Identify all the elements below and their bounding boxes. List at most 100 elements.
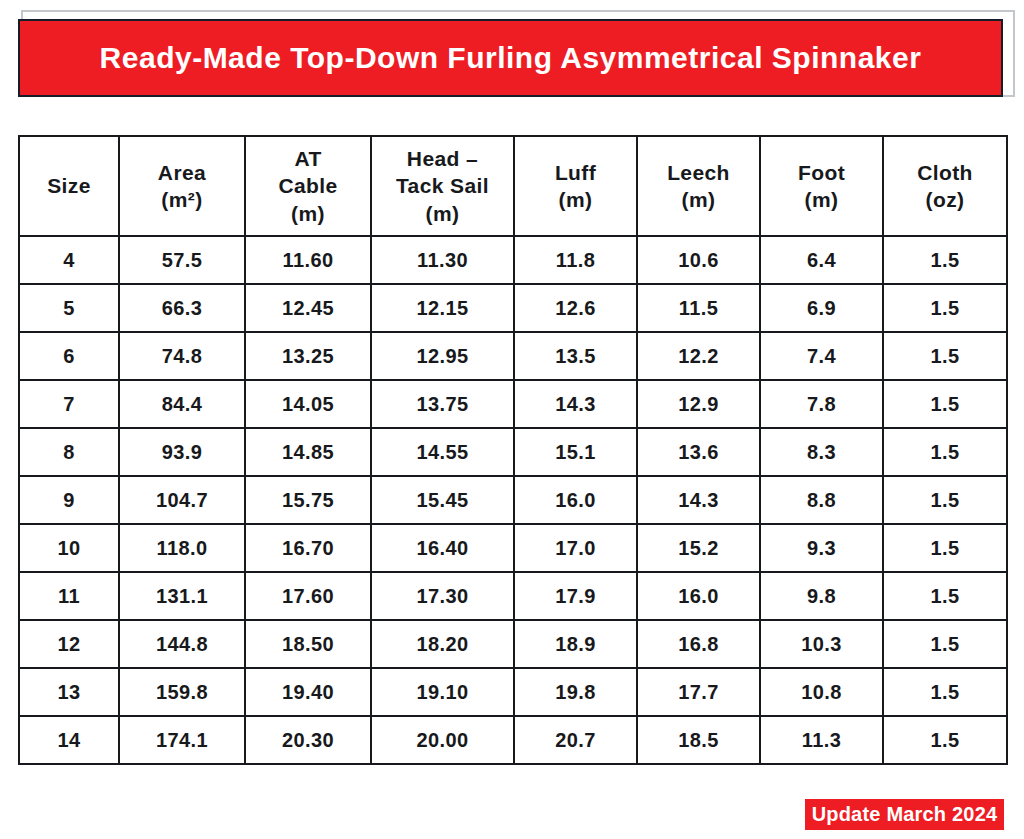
table-row: 11131.117.6017.3017.916.09.81.5 bbox=[19, 572, 1007, 620]
value-cell: 1.5 bbox=[883, 668, 1007, 716]
table-row: 14174.120.3020.0020.718.511.31.5 bbox=[19, 716, 1007, 764]
size-cell: 14 bbox=[19, 716, 119, 764]
value-cell: 1.5 bbox=[883, 284, 1007, 332]
size-cell: 5 bbox=[19, 284, 119, 332]
value-cell: 159.8 bbox=[119, 668, 245, 716]
size-cell: 7 bbox=[19, 380, 119, 428]
value-cell: 74.8 bbox=[119, 332, 245, 380]
value-cell: 16.0 bbox=[514, 476, 637, 524]
size-cell: 6 bbox=[19, 332, 119, 380]
value-cell: 12.6 bbox=[514, 284, 637, 332]
column-header: Head – Tack Sail (m) bbox=[371, 136, 514, 236]
table-row: 566.312.4512.1512.611.56.91.5 bbox=[19, 284, 1007, 332]
value-cell: 14.55 bbox=[371, 428, 514, 476]
size-cell: 8 bbox=[19, 428, 119, 476]
value-cell: 1.5 bbox=[883, 428, 1007, 476]
value-cell: 57.5 bbox=[119, 236, 245, 284]
value-cell: 11.3 bbox=[760, 716, 883, 764]
value-cell: 17.60 bbox=[245, 572, 371, 620]
value-cell: 15.2 bbox=[637, 524, 760, 572]
value-cell: 66.3 bbox=[119, 284, 245, 332]
spinnaker-size-table: SizeArea (m²)AT Cable (m)Head – Tack Sai… bbox=[18, 135, 1008, 765]
value-cell: 16.0 bbox=[637, 572, 760, 620]
value-cell: 1.5 bbox=[883, 716, 1007, 764]
value-cell: 12.45 bbox=[245, 284, 371, 332]
value-cell: 131.1 bbox=[119, 572, 245, 620]
column-header: Cloth (oz) bbox=[883, 136, 1007, 236]
table-row: 674.813.2512.9513.512.27.41.5 bbox=[19, 332, 1007, 380]
value-cell: 18.5 bbox=[637, 716, 760, 764]
table-row: 10118.016.7016.4017.015.29.31.5 bbox=[19, 524, 1007, 572]
value-cell: 17.0 bbox=[514, 524, 637, 572]
value-cell: 11.8 bbox=[514, 236, 637, 284]
table-row: 12144.818.5018.2018.916.810.31.5 bbox=[19, 620, 1007, 668]
value-cell: 16.8 bbox=[637, 620, 760, 668]
value-cell: 1.5 bbox=[883, 236, 1007, 284]
update-badge: Update March 2024 bbox=[805, 799, 1004, 830]
table-row: 893.914.8514.5515.113.68.31.5 bbox=[19, 428, 1007, 476]
size-cell: 12 bbox=[19, 620, 119, 668]
column-header: Leech (m) bbox=[637, 136, 760, 236]
value-cell: 12.95 bbox=[371, 332, 514, 380]
column-header: Luff (m) bbox=[514, 136, 637, 236]
value-cell: 104.7 bbox=[119, 476, 245, 524]
table-header: SizeArea (m²)AT Cable (m)Head – Tack Sai… bbox=[19, 136, 1007, 236]
value-cell: 10.6 bbox=[637, 236, 760, 284]
value-cell: 18.50 bbox=[245, 620, 371, 668]
table-header-row: SizeArea (m²)AT Cable (m)Head – Tack Sai… bbox=[19, 136, 1007, 236]
value-cell: 14.85 bbox=[245, 428, 371, 476]
column-header: Foot (m) bbox=[760, 136, 883, 236]
value-cell: 174.1 bbox=[119, 716, 245, 764]
size-cell: 13 bbox=[19, 668, 119, 716]
value-cell: 1.5 bbox=[883, 476, 1007, 524]
value-cell: 13.75 bbox=[371, 380, 514, 428]
value-cell: 9.3 bbox=[760, 524, 883, 572]
page-title: Ready-Made Top-Down Furling Asymmetrical… bbox=[100, 41, 922, 75]
value-cell: 20.30 bbox=[245, 716, 371, 764]
value-cell: 1.5 bbox=[883, 572, 1007, 620]
value-cell: 19.10 bbox=[371, 668, 514, 716]
value-cell: 7.4 bbox=[760, 332, 883, 380]
value-cell: 12.15 bbox=[371, 284, 514, 332]
value-cell: 7.8 bbox=[760, 380, 883, 428]
value-cell: 13.5 bbox=[514, 332, 637, 380]
value-cell: 16.70 bbox=[245, 524, 371, 572]
size-cell: 4 bbox=[19, 236, 119, 284]
value-cell: 11.60 bbox=[245, 236, 371, 284]
value-cell: 118.0 bbox=[119, 524, 245, 572]
value-cell: 93.9 bbox=[119, 428, 245, 476]
table-body: 457.511.6011.3011.810.66.41.5566.312.451… bbox=[19, 236, 1007, 764]
size-cell: 10 bbox=[19, 524, 119, 572]
value-cell: 15.1 bbox=[514, 428, 637, 476]
value-cell: 144.8 bbox=[119, 620, 245, 668]
table-row: 9104.715.7515.4516.014.38.81.5 bbox=[19, 476, 1007, 524]
page: Ready-Made Top-Down Furling Asymmetrical… bbox=[0, 0, 1024, 839]
column-header: Size bbox=[19, 136, 119, 236]
value-cell: 17.9 bbox=[514, 572, 637, 620]
value-cell: 10.8 bbox=[760, 668, 883, 716]
value-cell: 9.8 bbox=[760, 572, 883, 620]
table-row: 784.414.0513.7514.312.97.81.5 bbox=[19, 380, 1007, 428]
value-cell: 11.30 bbox=[371, 236, 514, 284]
value-cell: 14.05 bbox=[245, 380, 371, 428]
table-row: 457.511.6011.3011.810.66.41.5 bbox=[19, 236, 1007, 284]
value-cell: 18.20 bbox=[371, 620, 514, 668]
title-banner: Ready-Made Top-Down Furling Asymmetrical… bbox=[18, 19, 1003, 97]
value-cell: 20.00 bbox=[371, 716, 514, 764]
value-cell: 15.75 bbox=[245, 476, 371, 524]
value-cell: 8.3 bbox=[760, 428, 883, 476]
value-cell: 1.5 bbox=[883, 380, 1007, 428]
value-cell: 13.6 bbox=[637, 428, 760, 476]
size-cell: 11 bbox=[19, 572, 119, 620]
value-cell: 6.9 bbox=[760, 284, 883, 332]
value-cell: 14.3 bbox=[514, 380, 637, 428]
value-cell: 12.2 bbox=[637, 332, 760, 380]
value-cell: 16.40 bbox=[371, 524, 514, 572]
value-cell: 1.5 bbox=[883, 332, 1007, 380]
value-cell: 17.7 bbox=[637, 668, 760, 716]
value-cell: 20.7 bbox=[514, 716, 637, 764]
value-cell: 10.3 bbox=[760, 620, 883, 668]
value-cell: 18.9 bbox=[514, 620, 637, 668]
value-cell: 15.45 bbox=[371, 476, 514, 524]
value-cell: 84.4 bbox=[119, 380, 245, 428]
